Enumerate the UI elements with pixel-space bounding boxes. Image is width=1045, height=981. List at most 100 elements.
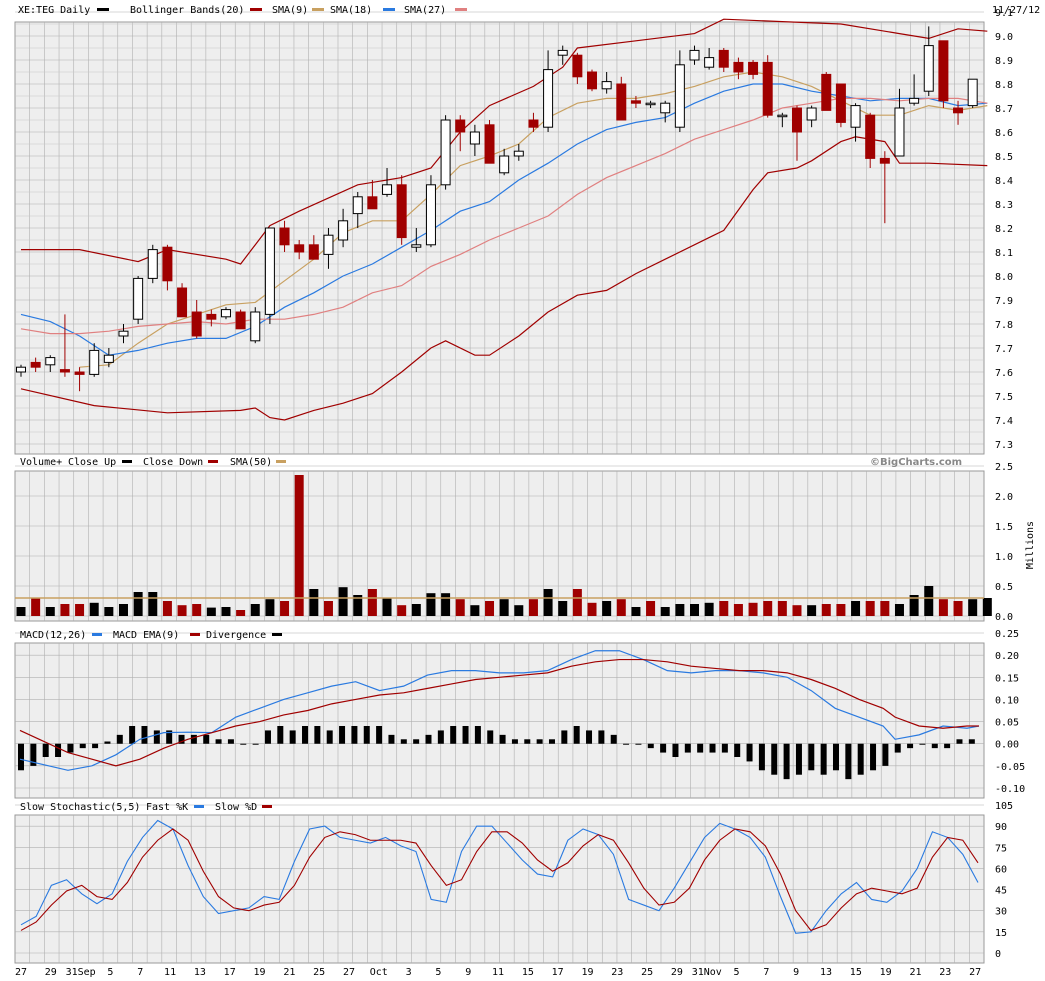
divergence-bar [277,726,284,744]
candle-body [616,83,627,121]
divergence-bar [672,743,679,757]
divergence-bar [660,743,667,753]
volume-bar [265,599,275,616]
volume-bar [953,601,963,616]
candle-body [513,150,524,157]
x-tick-label: 27 [969,967,981,978]
volume-bar [938,599,948,616]
candle-body [191,311,202,337]
volume-bar [748,602,758,616]
volume-bar [294,475,304,616]
sma27-legend-label: SMA(27) [404,5,446,16]
volume-axis-label: Millions [1025,521,1036,569]
x-tick-label: Oct [370,967,388,978]
divergence-bar [166,730,173,744]
divergence-bar [215,739,222,744]
fast-k-legend-label: Fast %K [146,802,188,813]
sma18-legend-key [383,8,395,11]
candle-body [133,277,144,320]
volume-bar [807,605,817,616]
divergence-bar [845,743,852,780]
candle-body [425,184,436,246]
sma9-legend-label: SMA(9) [272,5,308,16]
volume-bar [192,604,202,616]
candle-body [557,49,568,56]
volume-bar [397,605,407,616]
divergence-bar [129,726,136,744]
y-tick-label: 9.1 [995,8,1013,19]
candle-body [806,107,817,121]
bollinger-upper-band [21,18,988,265]
volume-bar [909,595,919,616]
volume-bar [616,599,626,616]
divergence-bar [524,739,531,744]
y-tick-label: 0.15 [995,673,1019,684]
volume-bar [689,604,699,616]
volume-bar [338,587,348,616]
candle-body [543,69,554,128]
y-tick-label: 90 [995,822,1007,833]
volume-bar [411,604,421,616]
volume-bar [631,607,641,616]
grid-lines [15,11,984,963]
x-tick-label: 9 [793,967,799,978]
y-tick-label: 0.05 [995,718,1019,729]
x-axis-ticks: 27 29 31Sep 5 7 11 13 17 19 21 25 27 Oct 3 5 9 11 15 17 19 2… [15,967,981,978]
y-tick-label: 7.6 [995,368,1013,379]
volume-bar [75,604,85,616]
divergence-bar [92,743,99,749]
divergence-bar [598,730,605,744]
divergence-bar [944,743,951,749]
volume-bar [587,602,597,616]
x-tick-label: 25 [313,967,325,978]
candle-body [352,196,363,215]
divergence-bar [623,743,630,745]
volume-bars [15,475,992,616]
volume-bar [470,605,480,616]
volume-bar [982,598,992,616]
bollinger-legend-label: Bollinger Bands(20) [130,5,244,16]
y-tick-label: 8.5 [995,152,1013,163]
candle-body [762,61,773,116]
volume-legend-label: Volume+ [20,457,62,468]
volume-bar [865,601,875,616]
candle-body [147,249,158,279]
divergence-bar [820,743,827,775]
sma18-legend-label: SMA(18) [330,5,372,16]
y-tick-label: 2.0 [995,492,1013,503]
volume-bar [60,604,70,616]
x-tick-label: 27 [343,967,355,978]
y-tick-label: 1.0 [995,552,1013,563]
candle-body [382,184,393,195]
candle-body [704,57,715,68]
x-tick-label: 19 [581,967,593,978]
divergence-bar [684,743,691,753]
volume-bar [148,592,158,616]
y-tick-label: 7.5 [995,392,1013,403]
x-tick-label: 17 [224,967,236,978]
macd-line [19,650,980,771]
candle-body [484,124,495,164]
fast-k-line [20,819,979,934]
divergence-legend-key [272,633,282,636]
divergence-bar [870,743,877,771]
candle-body [74,371,85,375]
candle-body [967,78,978,107]
candle-body [338,220,349,241]
y-tick-label: 7.8 [995,320,1013,331]
divergence-bar [610,734,617,744]
divergence-bar [363,726,370,744]
candle-body [821,73,832,111]
divergence-bar [956,739,963,744]
stochastic-legend-label: Slow Stochastic(5,5) [20,802,140,813]
candle-body [630,100,641,104]
divergence-legend-label: Divergence [206,630,266,641]
x-tick-label: 21 [909,967,921,978]
x-tick-label: 11 [492,967,504,978]
divergence-bar [339,726,346,744]
x-tick-label: 29 [45,967,57,978]
y-tick-label: 8.4 [995,176,1013,187]
divergence-bar [536,739,543,744]
volume-bar [177,605,187,616]
candle-body [279,227,290,246]
